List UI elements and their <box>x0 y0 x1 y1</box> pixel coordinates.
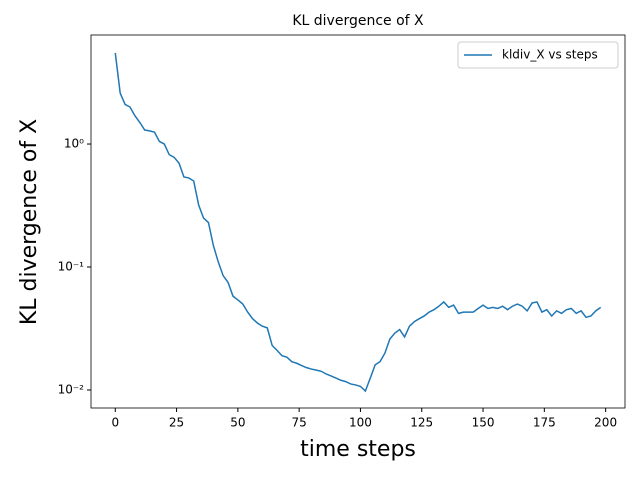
y-tick-label: 10⁻¹ <box>58 260 85 274</box>
data-line <box>114 52 602 393</box>
x-tick-label: 125 <box>410 416 433 430</box>
x-tick-label: 150 <box>472 416 495 430</box>
y-tick-label: 10⁰ <box>64 137 84 151</box>
x-axis-label: time steps <box>300 437 416 462</box>
chart-title: KL divergence of X <box>292 13 424 29</box>
x-tick-label: 50 <box>230 416 245 430</box>
x-tick-label: 75 <box>292 416 307 430</box>
x-tick-label: 175 <box>533 416 556 430</box>
y-tick-label: 10⁻² <box>58 383 85 397</box>
x-tick-label: 0 <box>111 416 119 430</box>
x-tick-label: 200 <box>594 416 617 430</box>
x-tick-label: 100 <box>349 416 372 430</box>
plot-frame <box>90 34 626 409</box>
legend-box <box>457 41 619 69</box>
x-tick-label: 25 <box>169 416 184 430</box>
y-axis-label: KL divergence of X <box>17 119 42 325</box>
legend-label: kldiv_X vs steps <box>502 48 598 62</box>
